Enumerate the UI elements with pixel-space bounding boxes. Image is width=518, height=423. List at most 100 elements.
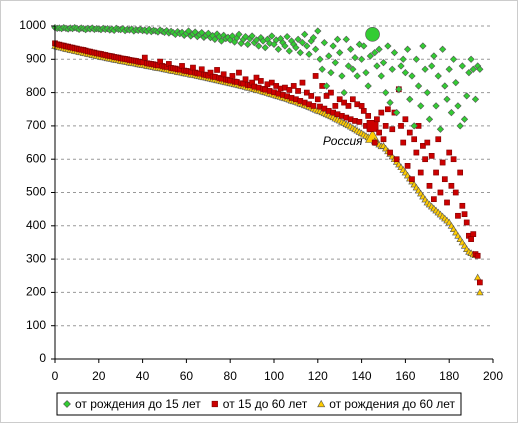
- point: [242, 76, 249, 83]
- point: [214, 67, 220, 73]
- point: [198, 66, 205, 73]
- point: [349, 96, 356, 103]
- point: [333, 35, 342, 43]
- point: [406, 95, 414, 103]
- point: [439, 159, 446, 166]
- point: [420, 143, 426, 149]
- point: [268, 32, 276, 40]
- point: [305, 50, 313, 58]
- point: [141, 54, 148, 61]
- annotation: Россия: [323, 134, 363, 148]
- point: [323, 93, 330, 99]
- point: [229, 73, 236, 79]
- point: [460, 115, 469, 123]
- x-tick-label: 0: [52, 369, 59, 383]
- point: [454, 102, 462, 110]
- point: [428, 62, 436, 70]
- point: [336, 49, 344, 57]
- point: [332, 103, 339, 109]
- point: [261, 44, 269, 52]
- point: [459, 202, 466, 209]
- point: [274, 45, 283, 53]
- point: [401, 68, 410, 77]
- point: [393, 156, 400, 163]
- point: [395, 85, 403, 93]
- point: [436, 125, 445, 133]
- point: [393, 108, 401, 117]
- point: [467, 55, 475, 63]
- point: [236, 69, 242, 76]
- point: [461, 211, 468, 218]
- point: [388, 65, 396, 73]
- point: [220, 71, 227, 78]
- point: [366, 52, 374, 60]
- y-tick-label: 600: [26, 151, 46, 165]
- point: [356, 119, 363, 125]
- point: [469, 65, 477, 73]
- point: [373, 62, 381, 70]
- y-tick-label: 0: [39, 351, 46, 365]
- point: [244, 40, 252, 48]
- x-tick-label: 40: [136, 369, 150, 383]
- point: [409, 176, 415, 183]
- x-tick-label: 100: [264, 369, 284, 383]
- point: [423, 88, 431, 97]
- x-tick-label: 200: [483, 369, 503, 383]
- y-tick-label: 300: [26, 251, 46, 265]
- point: [422, 156, 428, 163]
- point: [457, 169, 464, 176]
- point: [476, 279, 483, 286]
- point: [336, 96, 343, 103]
- legend-marker: [211, 400, 218, 408]
- y-tick-label: 700: [26, 118, 46, 132]
- x-tick-label: 20: [92, 369, 106, 383]
- point: [406, 129, 413, 136]
- point: [417, 169, 424, 176]
- point: [445, 65, 453, 73]
- point: [450, 156, 457, 163]
- point: [309, 34, 318, 42]
- point: [444, 199, 450, 206]
- point: [349, 65, 357, 73]
- y-tick-label: 1000: [19, 18, 46, 32]
- y-tick-label: 100: [26, 318, 46, 332]
- point: [358, 103, 365, 109]
- point: [286, 87, 293, 93]
- point: [468, 236, 474, 242]
- point: [360, 42, 368, 50]
- point: [295, 88, 301, 94]
- point: [425, 115, 434, 123]
- point: [351, 54, 359, 62]
- point: [235, 30, 243, 38]
- x-tick-label: 180: [439, 369, 459, 383]
- point: [430, 52, 438, 60]
- point: [314, 96, 321, 103]
- point: [447, 108, 456, 117]
- point: [413, 149, 420, 156]
- point: [299, 79, 306, 86]
- point: [290, 83, 297, 89]
- point: [441, 82, 449, 90]
- point: [376, 129, 382, 136]
- point: [428, 153, 435, 159]
- point: [311, 45, 320, 53]
- point: [374, 116, 380, 123]
- point: [398, 123, 404, 129]
- point: [303, 89, 310, 96]
- point: [285, 47, 293, 55]
- point: [417, 102, 425, 110]
- point: [389, 126, 396, 133]
- point: [379, 59, 388, 67]
- point: [190, 64, 196, 71]
- point: [380, 136, 387, 143]
- point: [397, 62, 405, 70]
- point: [312, 73, 319, 79]
- point: [446, 149, 453, 156]
- legend-label: от 15 до 60 лет: [223, 397, 308, 411]
- point: [414, 82, 423, 90]
- point: [456, 122, 464, 130]
- point: [386, 98, 394, 107]
- x-tick-label: 60: [180, 369, 194, 383]
- y-tick-label: 200: [26, 285, 46, 299]
- point: [228, 32, 237, 40]
